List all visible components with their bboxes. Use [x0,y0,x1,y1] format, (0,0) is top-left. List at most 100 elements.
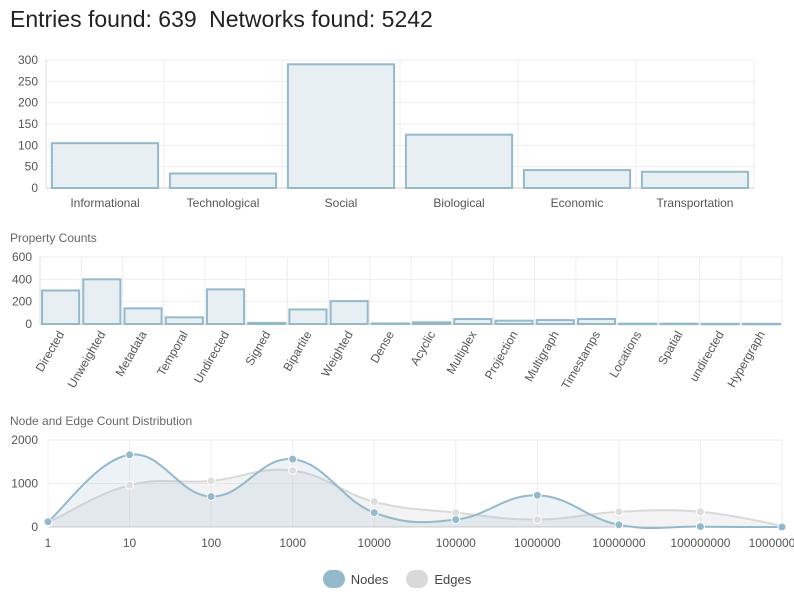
chart-1-bar [412,321,452,326]
chart-1-bar [164,316,204,325]
chart-1-y-tick: 600 [12,250,32,264]
chart-2-x-tick: 10 [123,536,137,550]
chart-2-y-tick: 1000 [11,477,38,491]
chart-2-x-tick: 100000 [436,536,476,550]
chart-0-bar [50,142,160,189]
chart-1-x-tick: Multiplex [444,329,480,377]
chart-1-x-tick: Multigraph [522,329,562,385]
series-nodes-point [614,520,624,530]
chart-1-bar [329,300,369,326]
chart-0-bar [404,133,514,190]
chart-0-y-tick: 200 [18,96,38,110]
chart-1-bar [82,278,122,326]
series-edges-point [532,515,542,525]
series-edges-point [695,507,705,517]
series-nodes-point [43,517,53,527]
chart-2-y-tick: 2000 [11,433,38,447]
chart-1-bar [370,322,410,326]
chart-2-x-tick: 1000000 [514,536,561,550]
series-edges-point [288,465,298,475]
series-nodes-point [777,522,787,532]
chart-1-bar [288,308,328,326]
chart-1-x-tick: Bipartite [280,328,314,373]
chart-1-x-tick: Projection [482,329,521,382]
chart-0-bar [640,170,750,189]
page-title: Entries found: 639 Networks found: 5242 [10,6,439,33]
chart-0-x-tick: Economic [551,196,604,210]
chart-0-y-tick: 0 [31,181,38,195]
chart-1-x-tick: Undirected [191,329,232,386]
series-nodes-point [695,522,705,532]
chart-0-y-tick: 100 [18,138,38,152]
chart-2-y-tick: 0 [31,520,38,534]
chart-1-bar [205,288,246,325]
chart-0-bar [286,63,396,189]
series-edges-point [369,497,379,507]
chart-1-bar [453,317,493,326]
chart-1-x-tick: Directed [33,329,67,375]
chart-1-bar [618,322,658,326]
series-edges-line [47,468,783,527]
chart-1-y-tick: 200 [12,295,32,309]
series-edges-point [125,480,135,490]
chart-1-bar [576,317,617,326]
chart-1-x-tick: Metadata [113,328,150,379]
legend-item-edges[interactable]: Edges [406,570,471,588]
chart-1-bar [659,322,699,326]
series-edges-point [206,476,216,486]
chart-0-y-tick: 150 [18,117,38,131]
chart-2-x-tick: 100 [201,536,221,550]
chart-1-y-tick: 0 [25,317,32,331]
chart-0-x-tick: Informational [70,196,139,210]
series-nodes-point [369,508,379,518]
chart-2-title: Node and Edge Count Distribution [10,414,192,428]
nodes-swatch [322,570,345,588]
chart-0-y-tick: 250 [18,74,38,88]
chart-2-x-tick: 100000000 [670,536,730,550]
legend-label-edges: Edges [434,571,472,587]
chart-0-x-tick: Technological [187,196,260,210]
series-nodes-point [288,454,298,464]
chart-1-x-tick: undirected [687,329,727,385]
chart-1-title: Property Counts [10,231,97,245]
chart-2-x-tick: 1 [45,536,52,550]
series-nodes-point [125,450,135,460]
chart-1-bar [41,289,81,325]
edges-swatch [406,570,429,588]
chart-0-x-tick: Biological [433,196,484,210]
chart-1-bar [535,319,575,326]
chart-0-x-tick: Transportation [657,196,734,210]
chart-0-bar [522,169,632,190]
chart-1-bar [123,307,163,326]
chart-2-x-tick: 1000 [279,536,306,550]
chart-1-x-tick: Temporal [154,329,191,379]
chart-0-y-tick: 50 [25,160,39,174]
chart-1-x-tick: Unweighted [65,329,109,391]
legend-item-nodes[interactable]: Nodes [322,570,388,588]
chart-1-x-tick: Dense [368,328,398,365]
chart-1-bar [494,319,534,325]
entries-count: Entries found: 639 [10,6,197,32]
series-nodes-line [47,453,783,530]
series-nodes-point [451,515,461,525]
series-edges-point [614,507,624,517]
chart-1-bar [741,322,781,326]
chart-1-x-tick: Locations [607,329,645,380]
chart-1-bar [700,322,740,326]
series-nodes-point [206,492,216,502]
chart-0-x-tick: Social [325,196,358,210]
chart-1-x-tick: Weighted [318,329,355,380]
chart-1-x-tick: Spatial [655,329,685,368]
series-edges-area [48,469,782,527]
series-nodes-area [48,454,782,529]
chart-legend: Nodes Edges [0,570,794,588]
chart-1-bar [247,321,287,325]
chart-1-x-tick: Timestamps [559,329,604,392]
chart-2-x-tick: 1000000000 [749,536,794,550]
chart-2-x-tick: 10000 [358,536,392,550]
chart-2-x-tick: 10000000 [592,536,646,550]
chart-0-y-tick: 300 [18,53,38,67]
chart-0-bar [168,172,278,189]
chart-1-y-tick: 400 [12,272,32,286]
